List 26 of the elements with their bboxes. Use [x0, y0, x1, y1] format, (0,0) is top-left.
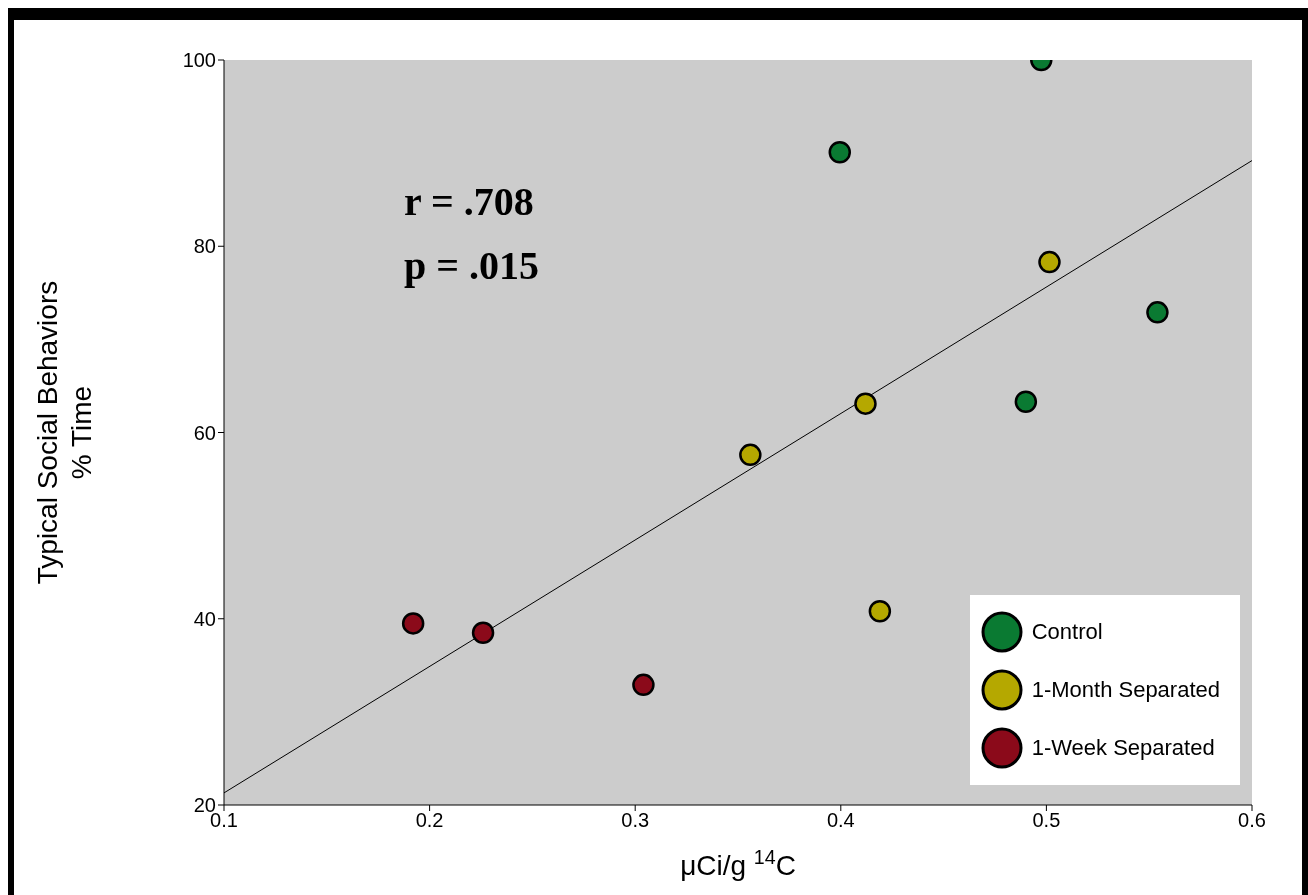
legend-label: 1-Month Separated [1031, 677, 1220, 703]
y-tick-label: 80 [193, 235, 216, 258]
point [1038, 250, 1061, 274]
point [739, 443, 762, 467]
legend-label: Control [1031, 619, 1103, 645]
point [854, 392, 877, 415]
x-tick-label: 0.5 [1032, 809, 1061, 832]
x-tick-label: 0.4 [826, 809, 855, 832]
point [868, 600, 892, 623]
x-tick-label: 0.3 [621, 809, 650, 832]
point [828, 140, 852, 164]
annotation: r = .708 [404, 178, 535, 226]
y-tick-label: 100 [182, 49, 216, 72]
x-tick-label: 0.6 [1238, 809, 1266, 832]
y-tick-label: 60 [193, 421, 216, 444]
x-axis-title: μCi/g $^{14}$C [680, 846, 796, 881]
point [471, 621, 495, 644]
point [632, 673, 655, 697]
point [1146, 301, 1169, 324]
y-axis-title: Typical Social Behaviors % Time [32, 280, 97, 585]
y-tick-label: 40 [193, 607, 216, 630]
point [401, 612, 425, 635]
point [1014, 390, 1038, 414]
legend-label: 1-Week Separated [1031, 735, 1215, 761]
x-tick-label: 0.2 [415, 809, 444, 832]
annotation: p = .015 [404, 242, 540, 290]
